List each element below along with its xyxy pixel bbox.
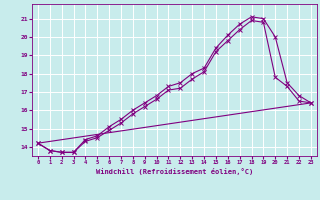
X-axis label: Windchill (Refroidissement éolien,°C): Windchill (Refroidissement éolien,°C) (96, 168, 253, 175)
